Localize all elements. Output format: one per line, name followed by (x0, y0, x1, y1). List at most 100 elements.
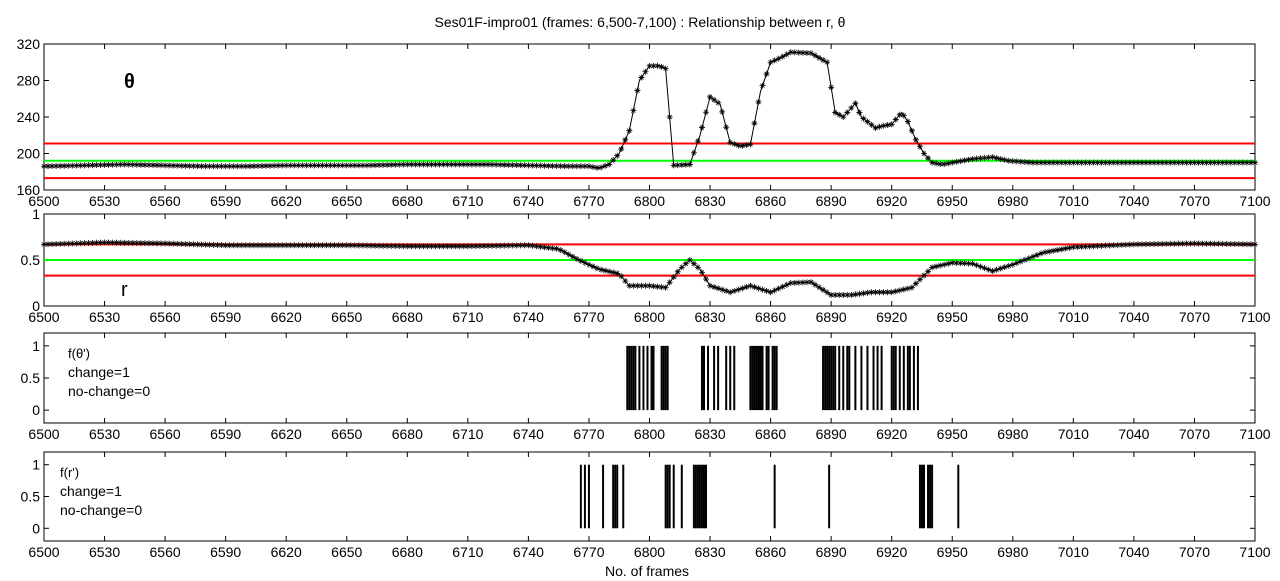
data-point-marker (420, 161, 427, 168)
data-point-marker (916, 276, 923, 283)
data-point-marker (85, 162, 92, 169)
data-point-marker (783, 281, 790, 288)
data-point-marker (89, 162, 96, 169)
data-point-marker (606, 161, 613, 168)
y-tick-label: 0 (32, 402, 40, 418)
data-point-marker (884, 289, 891, 296)
data-point-marker (263, 162, 270, 169)
data-point-marker (416, 243, 423, 250)
data-point-marker (1199, 240, 1206, 247)
data-point-marker (537, 162, 544, 169)
x-tick-label: 6980 (997, 544, 1028, 560)
data-point-marker (384, 242, 391, 249)
data-point-marker (275, 162, 282, 169)
data-point-marker (856, 290, 863, 297)
data-point-marker (129, 239, 136, 246)
data-point-marker (489, 161, 496, 168)
data-point-marker (1118, 241, 1125, 248)
data-point-marker (222, 242, 229, 249)
data-point-marker (1126, 159, 1133, 166)
data-point-marker (1183, 159, 1190, 166)
data-point-marker (1106, 159, 1113, 166)
data-point-marker (771, 57, 778, 64)
data-point-marker (610, 157, 617, 164)
legend-entry: change=1 (68, 364, 130, 380)
data-point-marker (214, 163, 221, 170)
data-point-marker (945, 160, 952, 167)
data-point-marker (1223, 240, 1230, 247)
data-point-marker (1219, 240, 1226, 247)
data-point-marker (250, 163, 257, 170)
data-point-marker (363, 162, 370, 169)
data-point-marker (1062, 245, 1069, 252)
data-point-marker (432, 161, 439, 168)
x-tick-label: 6650 (331, 426, 362, 442)
y-tick-label: 1 (32, 206, 40, 222)
data-point-marker (840, 114, 847, 120)
data-point-marker (271, 242, 278, 249)
data-point-marker (824, 59, 831, 66)
data-point-marker (194, 163, 201, 170)
data-point-marker (767, 289, 774, 296)
x-tick-label: 7100 (1239, 193, 1270, 209)
data-point-marker (464, 161, 471, 168)
data-point-marker (372, 162, 379, 169)
data-point-marker (549, 245, 556, 252)
data-point-marker (545, 162, 552, 169)
data-point-marker (949, 259, 956, 266)
data-point-marker (279, 162, 286, 169)
data-point-marker (553, 245, 560, 252)
data-point-marker (840, 291, 847, 298)
data-point-marker (166, 162, 173, 169)
x-tick-label: 6860 (755, 193, 786, 209)
data-point-marker (529, 242, 536, 249)
data-point-marker (158, 162, 165, 169)
data-point-marker (323, 242, 330, 249)
data-point-marker (711, 96, 718, 103)
data-point-marker (275, 242, 282, 249)
data-point-marker (622, 277, 629, 284)
data-point-marker (517, 162, 524, 169)
data-point-marker (981, 154, 988, 161)
data-point-marker (1110, 242, 1117, 249)
data-point-marker (517, 242, 524, 249)
data-point-marker (416, 161, 423, 168)
data-point-marker (751, 120, 758, 127)
data-point-marker (1187, 159, 1194, 166)
data-point-marker (888, 121, 895, 128)
data-point-marker (299, 162, 306, 169)
data-point-marker (73, 162, 80, 169)
data-point-marker (1151, 241, 1158, 248)
data-point-marker (812, 52, 819, 59)
x-tick-label: 7040 (1118, 426, 1149, 442)
x-tick-label: 6590 (210, 544, 241, 560)
data-point-marker (553, 163, 560, 170)
data-point-marker (755, 285, 762, 292)
data-point-marker (129, 161, 136, 168)
data-point-marker (670, 162, 677, 169)
data-point-marker (1147, 241, 1154, 248)
data-point-marker (1098, 242, 1105, 249)
data-point-marker (287, 162, 294, 169)
data-point-marker (775, 285, 782, 292)
data-point-marker (242, 163, 249, 170)
data-point-marker (965, 156, 972, 163)
data-point-marker (178, 162, 185, 169)
data-point-marker (529, 162, 536, 169)
data-point-marker (662, 65, 669, 72)
data-point-marker (715, 285, 722, 292)
data-point-marker (1159, 159, 1166, 166)
y-tick-label: 0.5 (21, 252, 41, 268)
data-point-marker (1130, 241, 1137, 248)
data-point-marker (97, 239, 104, 246)
data-point-marker (1066, 159, 1073, 166)
data-point-marker (61, 240, 68, 247)
data-point-marker (456, 161, 463, 168)
data-point-marker (355, 162, 362, 169)
data-point-marker (1009, 158, 1016, 165)
data-point-marker (226, 242, 233, 249)
data-point-marker (214, 242, 221, 249)
data-point-marker (1009, 261, 1016, 268)
data-point-marker (1074, 159, 1081, 166)
